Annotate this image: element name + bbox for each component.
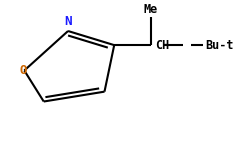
Text: Bu-t: Bu-t — [205, 39, 234, 52]
Text: Me: Me — [144, 3, 158, 16]
Text: O: O — [19, 64, 27, 77]
Text: N: N — [64, 15, 72, 28]
Text: CH: CH — [156, 39, 170, 52]
